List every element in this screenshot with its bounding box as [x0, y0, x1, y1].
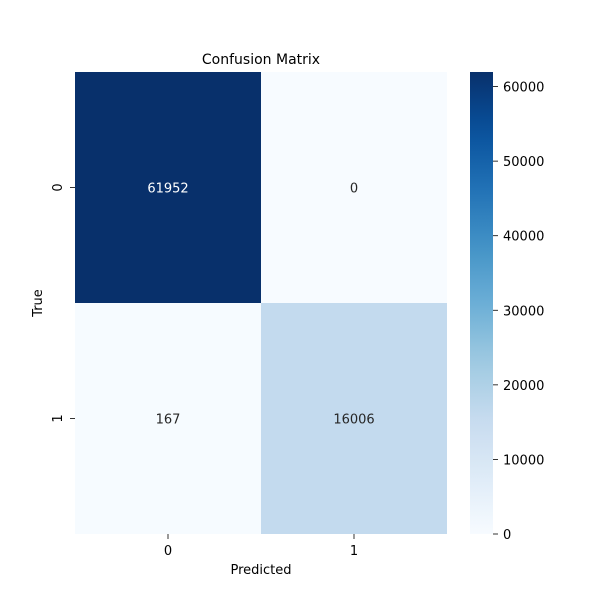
colorbar-tick-label-0: 0: [503, 528, 511, 543]
chart-title: Confusion Matrix: [202, 52, 320, 68]
y-tick-label-0: 0: [51, 183, 66, 191]
heatmap-cell-0-1: [261, 72, 447, 303]
x-tick-label-0: 0: [164, 544, 172, 559]
heatmap-cell-1-0: [75, 303, 261, 534]
y-axis-ticks: 01: [51, 183, 75, 423]
heatmap-cell-label-1-1: 16006: [333, 413, 374, 428]
heatmap-cell-label-0-0: 61952: [147, 182, 188, 197]
colorbar-tick-label-3: 30000: [503, 304, 544, 319]
colorbar-tick-label-5: 50000: [503, 155, 544, 170]
colorbar-ticks: 0 10000 20000 30000 40000 50000 60000: [493, 81, 544, 543]
colorbar-tick-label-4: 40000: [503, 230, 544, 245]
x-axis-label: Predicted: [230, 563, 291, 578]
heatmap-cell-1-1: [261, 303, 447, 534]
colorbar-tick-label-2: 20000: [503, 379, 544, 394]
y-tick-label-1: 1: [51, 414, 66, 422]
colorbar-tick-label-1: 10000: [503, 453, 544, 468]
heatmap-cell-labels: 61952 0 167 16006: [147, 182, 374, 428]
y-axis-label: True: [31, 289, 46, 318]
heatmap-cell-label-0-1: 0: [350, 182, 358, 197]
x-tick-label-1: 1: [350, 544, 358, 559]
colorbar: [470, 72, 493, 534]
heatmap-cell-0-0: [75, 72, 261, 303]
colorbar-tick-label-6: 60000: [503, 81, 544, 96]
heatmap-cell-label-1-0: 167: [156, 413, 181, 428]
heatmap-cells: [75, 72, 447, 534]
